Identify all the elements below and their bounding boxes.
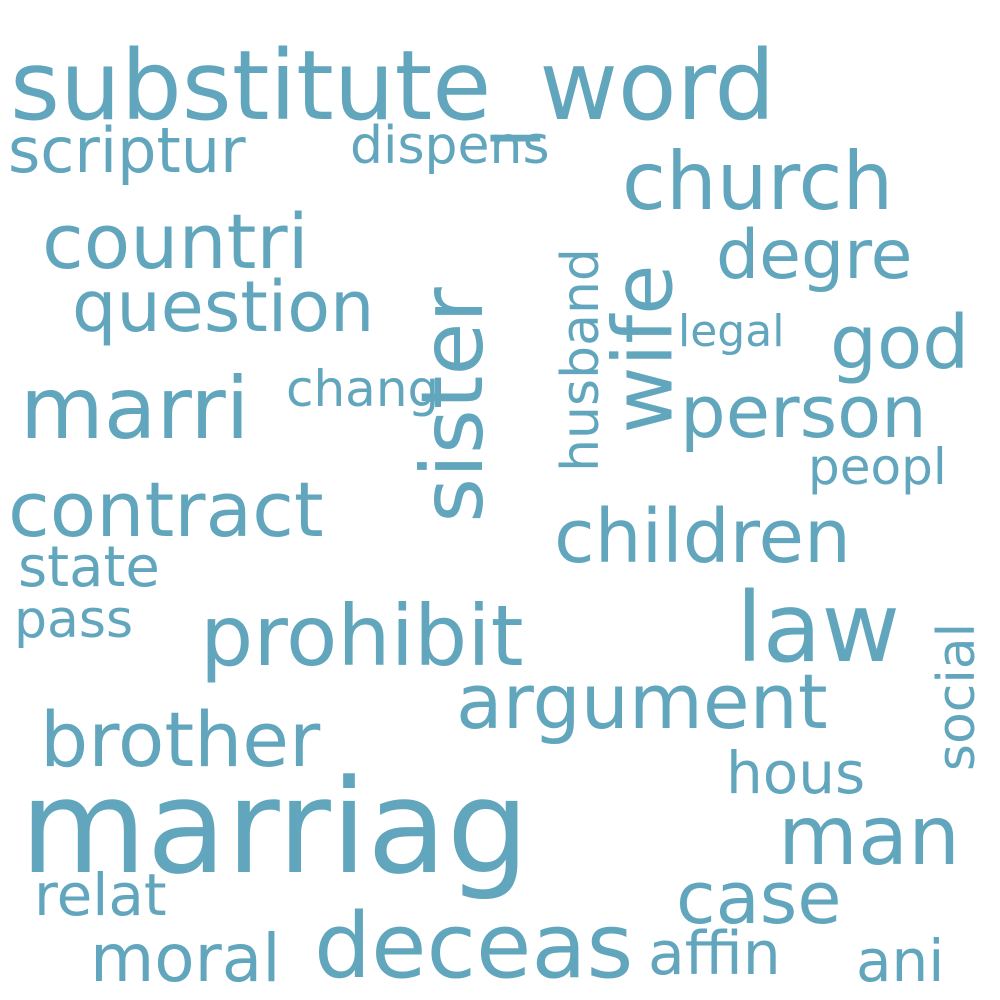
word-deceas: deceas	[314, 894, 634, 999]
word-case: case	[676, 856, 842, 940]
word-argument: argument	[456, 657, 828, 746]
word-legal: legal	[678, 306, 785, 357]
word-degre: degre	[716, 216, 913, 295]
word-social: social	[927, 622, 988, 772]
word-brother: brother	[40, 695, 321, 784]
word-contract: contract	[8, 465, 324, 554]
word-pass: pass	[14, 590, 134, 650]
word-state: state	[18, 535, 160, 600]
word-affin: affin	[648, 919, 781, 989]
word-relat: relat	[34, 861, 167, 929]
word-marriag: marriag	[20, 751, 530, 903]
word-prohibit: prohibit	[200, 587, 524, 685]
word-hous: hous	[726, 739, 866, 807]
word-law: law	[736, 572, 901, 684]
word-question: question	[72, 266, 375, 348]
word-person: person	[680, 370, 927, 454]
word-moral: moral	[90, 920, 281, 997]
word-god: god	[830, 300, 970, 386]
word-scriptur: scriptur	[8, 114, 246, 187]
word-children: children	[554, 494, 851, 580]
word-dispens: dispens	[350, 116, 550, 176]
word-chang: chang	[286, 360, 440, 418]
word-marri: marri	[20, 359, 250, 459]
word-peopl: peopl	[808, 438, 947, 496]
word-substitute-word: substitute_word	[10, 30, 776, 142]
word-wife: wife	[596, 264, 692, 434]
word-ani: ani	[856, 927, 945, 995]
word-church: church	[622, 135, 894, 228]
word-countri: countri	[42, 197, 309, 286]
word-man: man	[778, 789, 961, 884]
